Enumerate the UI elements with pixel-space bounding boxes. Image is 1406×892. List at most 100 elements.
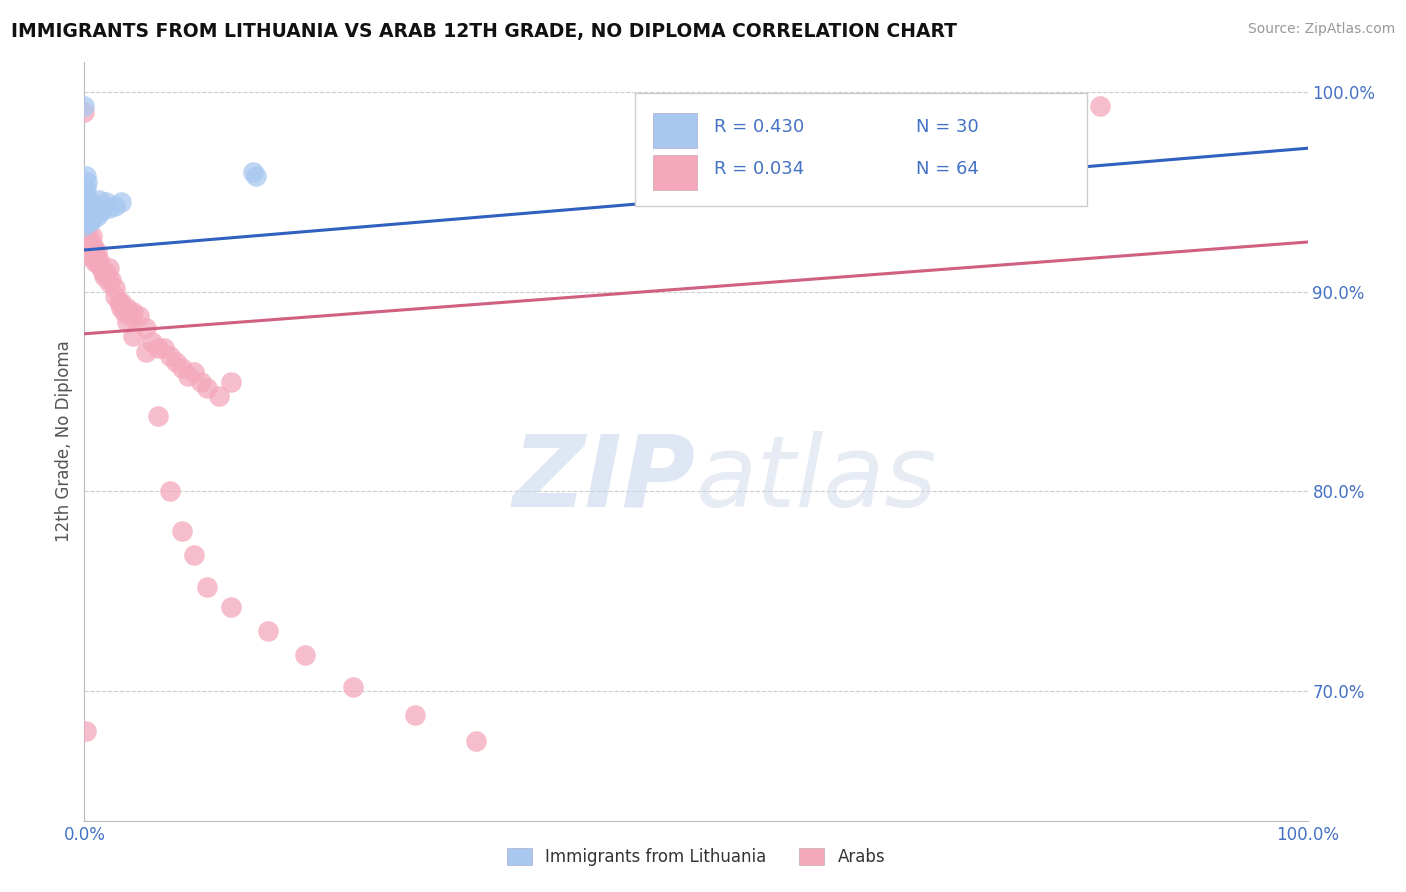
Point — [91, 201, 114, 215]
Point — [122, 328, 145, 343]
Point — [96, 195, 118, 210]
Point — [82, 203, 104, 218]
Point — [159, 484, 181, 499]
Point — [153, 341, 176, 355]
FancyBboxPatch shape — [654, 113, 697, 148]
Point — [86, 255, 108, 269]
Point — [219, 600, 242, 615]
Point — [77, 195, 100, 210]
FancyBboxPatch shape — [636, 93, 1087, 207]
Point — [76, 201, 98, 215]
Point — [104, 281, 127, 295]
Point — [75, 169, 97, 184]
Point — [84, 197, 107, 211]
Point — [75, 199, 97, 213]
Point — [404, 707, 426, 722]
Point — [73, 99, 96, 113]
Point — [75, 189, 97, 203]
Text: atlas: atlas — [696, 431, 938, 528]
Point — [294, 648, 316, 662]
Point — [115, 301, 138, 315]
Point — [464, 734, 486, 748]
Point — [87, 193, 110, 207]
Point — [76, 175, 98, 189]
Point — [195, 381, 218, 395]
Point — [73, 105, 96, 120]
Point — [208, 389, 231, 403]
Point — [79, 249, 101, 263]
Point — [219, 375, 242, 389]
Point — [76, 211, 98, 225]
Legend: Immigrants from Lithuania, Arabs: Immigrants from Lithuania, Arabs — [501, 841, 891, 873]
Point — [77, 215, 100, 229]
Point — [87, 199, 110, 213]
Point — [100, 273, 122, 287]
Point — [77, 237, 100, 252]
Point — [342, 680, 364, 694]
Point — [159, 349, 181, 363]
Point — [75, 205, 97, 219]
Text: IMMIGRANTS FROM LITHUANIA VS ARAB 12TH GRADE, NO DIPLOMA CORRELATION CHART: IMMIGRANTS FROM LITHUANIA VS ARAB 12TH G… — [11, 22, 957, 41]
Point — [115, 315, 138, 329]
Point — [93, 268, 115, 283]
Point — [75, 723, 97, 738]
Point — [82, 249, 104, 263]
Point — [110, 195, 132, 210]
Point — [257, 624, 280, 639]
Point — [80, 229, 103, 244]
Point — [242, 165, 264, 179]
Point — [75, 219, 97, 233]
Point — [112, 305, 135, 319]
Point — [122, 305, 145, 319]
Point — [89, 205, 111, 219]
Point — [135, 344, 157, 359]
Y-axis label: 12th Grade, No Diploma: 12th Grade, No Diploma — [55, 341, 73, 542]
Point — [87, 252, 110, 267]
Point — [97, 201, 120, 215]
Point — [120, 309, 142, 323]
Point — [77, 201, 100, 215]
Point — [73, 219, 96, 233]
Point — [135, 320, 157, 334]
Point — [90, 260, 112, 275]
Point — [77, 205, 100, 219]
Point — [79, 205, 101, 219]
Point — [107, 294, 129, 309]
Point — [146, 341, 169, 355]
Text: N = 64: N = 64 — [917, 160, 979, 178]
Point — [77, 215, 100, 229]
Point — [245, 169, 267, 184]
Point — [104, 289, 127, 303]
Point — [97, 260, 120, 275]
Point — [84, 255, 107, 269]
Text: ZIP: ZIP — [513, 431, 696, 528]
Point — [141, 334, 163, 349]
Text: R = 0.034: R = 0.034 — [714, 160, 804, 178]
Point — [190, 375, 212, 389]
Point — [91, 265, 114, 279]
Point — [83, 241, 105, 255]
Point — [83, 244, 105, 259]
Text: N = 30: N = 30 — [917, 118, 979, 136]
Point — [172, 524, 194, 539]
Point — [76, 213, 98, 227]
Point — [73, 225, 96, 239]
Point — [1088, 99, 1111, 113]
Point — [104, 199, 127, 213]
Point — [86, 244, 108, 259]
Text: Source: ZipAtlas.com: Source: ZipAtlas.com — [1247, 22, 1395, 37]
Text: R = 0.430: R = 0.430 — [714, 118, 804, 136]
Point — [110, 301, 132, 315]
Point — [146, 409, 169, 423]
Point — [128, 309, 150, 323]
Point — [97, 275, 120, 289]
Point — [80, 213, 103, 227]
Point — [86, 209, 108, 223]
Point — [76, 201, 98, 215]
Point — [177, 368, 200, 383]
Point — [183, 365, 205, 379]
Point — [77, 229, 100, 244]
Point — [110, 294, 132, 309]
Point — [83, 207, 105, 221]
Point — [172, 360, 194, 375]
